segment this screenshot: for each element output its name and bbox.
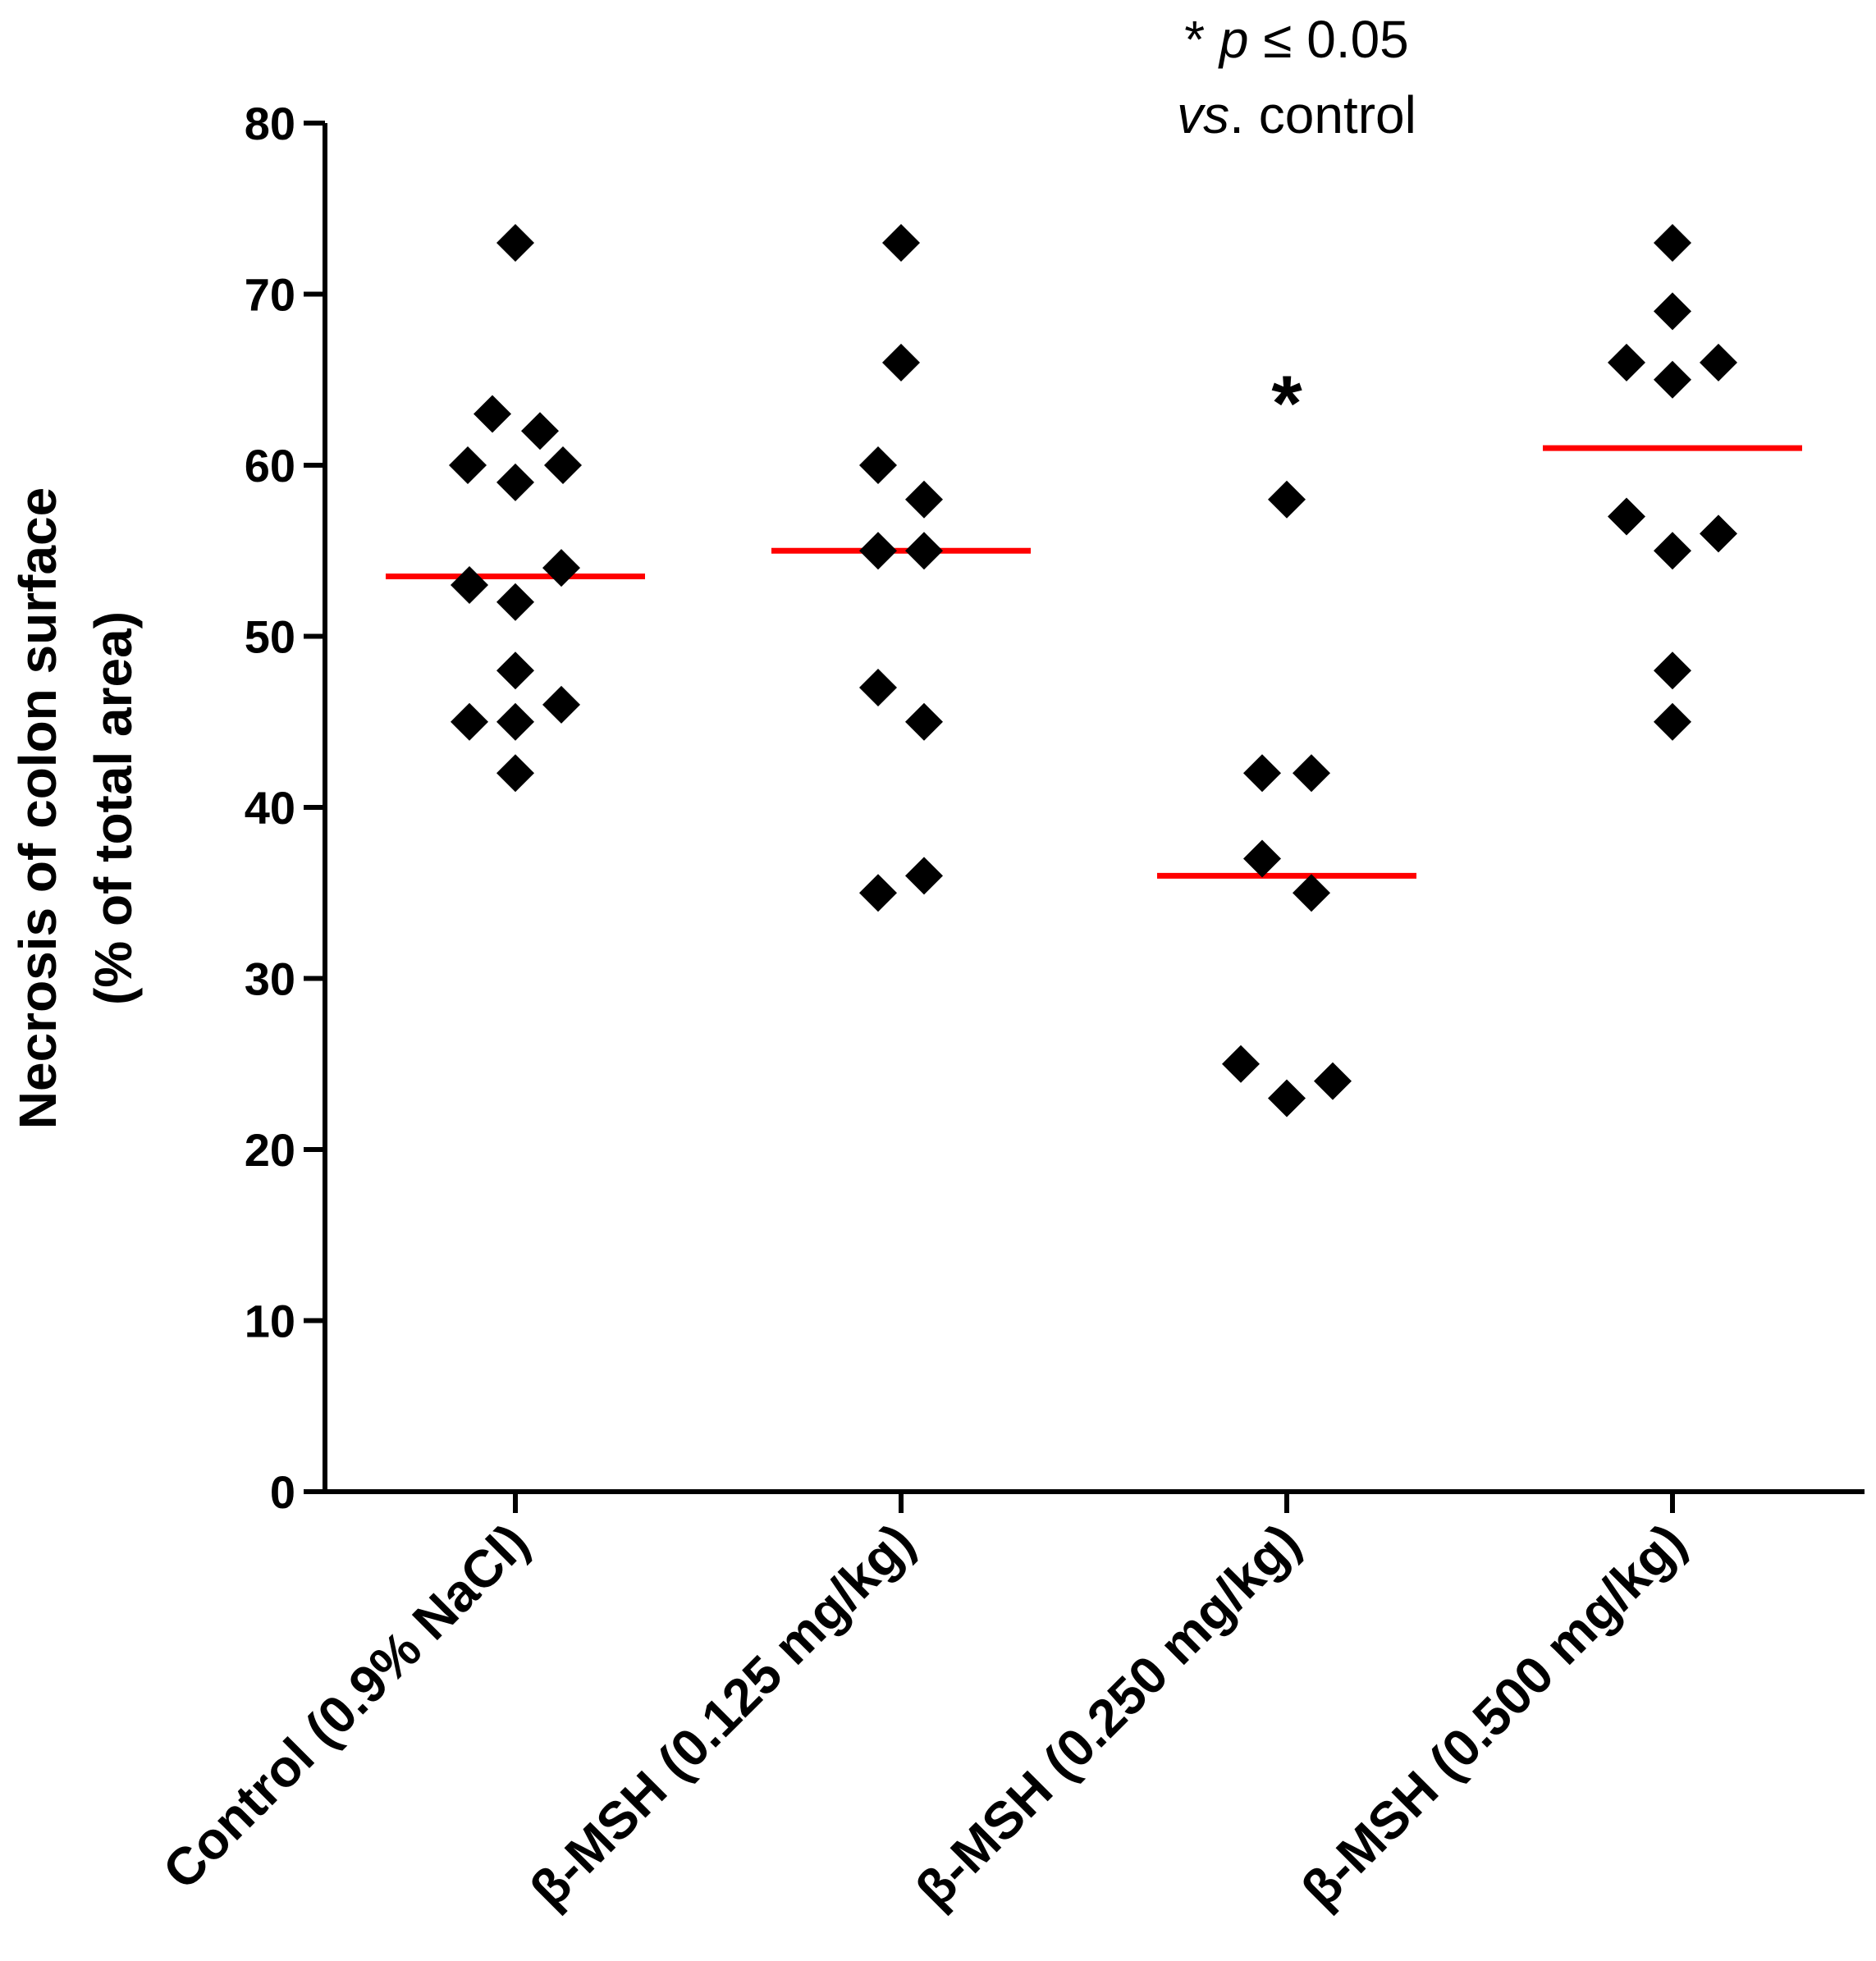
median-lines [386,445,1802,879]
data-point [542,685,580,724]
data-point [1268,480,1306,519]
data-point [859,532,897,570]
y-tick-label: 70 [245,269,295,321]
y-tick-label: 30 [245,953,295,1005]
data-point [474,395,511,433]
x-tick-label: β-MSH (0.125 mg/kg) [519,1512,926,1919]
data-point [496,583,534,621]
annotation-prefix: * [1184,10,1219,69]
x-axis-ticks: Control (0.9% NaCl)β-MSH (0.125 mg/kg)β-… [152,1492,1697,1919]
data-point [1268,1079,1306,1118]
data-point [859,874,897,912]
data-point [1243,839,1281,878]
data-point [1222,1044,1260,1083]
annotation-control: . control [1229,85,1416,144]
data-point [1654,292,1691,331]
data-point [542,549,580,587]
data-point [451,702,488,741]
y-tick-label: 40 [245,782,295,834]
annotation-line2: vs. control [1177,85,1416,144]
data-point [1608,497,1645,536]
axes [323,123,1865,1494]
y-tick-label: 80 [245,98,295,149]
significance-markers: * [1271,359,1302,447]
data-point [1700,514,1737,553]
data-point [859,446,897,484]
data-point [496,754,534,793]
data-point [496,651,534,690]
data-point [1293,754,1330,793]
data-point [882,223,920,262]
data-point [882,343,920,382]
data-point [1700,343,1737,382]
significance-annotation: * p ≤ 0.05 vs. control [1177,10,1416,144]
y-tick-label: 60 [245,440,295,491]
data-point [521,412,559,450]
annotation-vs: vs [1177,85,1229,144]
data-point [905,480,943,519]
y-tick-label: 20 [245,1124,295,1176]
data-point [1654,223,1691,262]
y-axis-label: Necrosis of colon surface (% of total ar… [8,487,143,1129]
data-point [496,702,534,741]
annotation-threshold: ≤ 0.05 [1249,10,1409,69]
data-point [1654,360,1691,399]
y-tick-label: 0 [270,1466,295,1518]
annotation-line1: * p ≤ 0.05 [1184,10,1409,69]
annotation-p: p [1218,10,1249,69]
x-tick-label: β-MSH (0.500 mg/kg) [1290,1512,1697,1919]
data-point [1314,1062,1352,1100]
y-axis-label-line2: (% of total area) [84,611,143,1005]
y-axis-ticks: 0 10 20 30 40 50 60 70 80 [245,98,325,1518]
data-point [1654,702,1691,741]
data-point [1608,343,1645,382]
data-points [449,223,1737,1118]
data-point [451,565,488,604]
data-point [1243,754,1281,793]
data-point [496,223,534,262]
data-point [859,669,897,707]
data-point [905,857,943,895]
y-tick-label: 50 [245,611,295,663]
data-point [544,446,582,484]
data-point [1654,532,1691,570]
y-axis-label-line1: Necrosis of colon surface [8,487,67,1129]
data-point [1654,651,1691,690]
data-point [449,446,487,484]
y-tick-label: 10 [245,1296,295,1347]
significance-star: * [1271,359,1302,447]
data-point [905,532,943,570]
data-point [496,463,534,501]
data-point [905,702,943,741]
x-tick-label: Control (0.9% NaCl) [152,1512,540,1900]
x-tick-label: β-MSH (0.250 mg/kg) [904,1512,1311,1919]
data-point [1293,874,1330,912]
